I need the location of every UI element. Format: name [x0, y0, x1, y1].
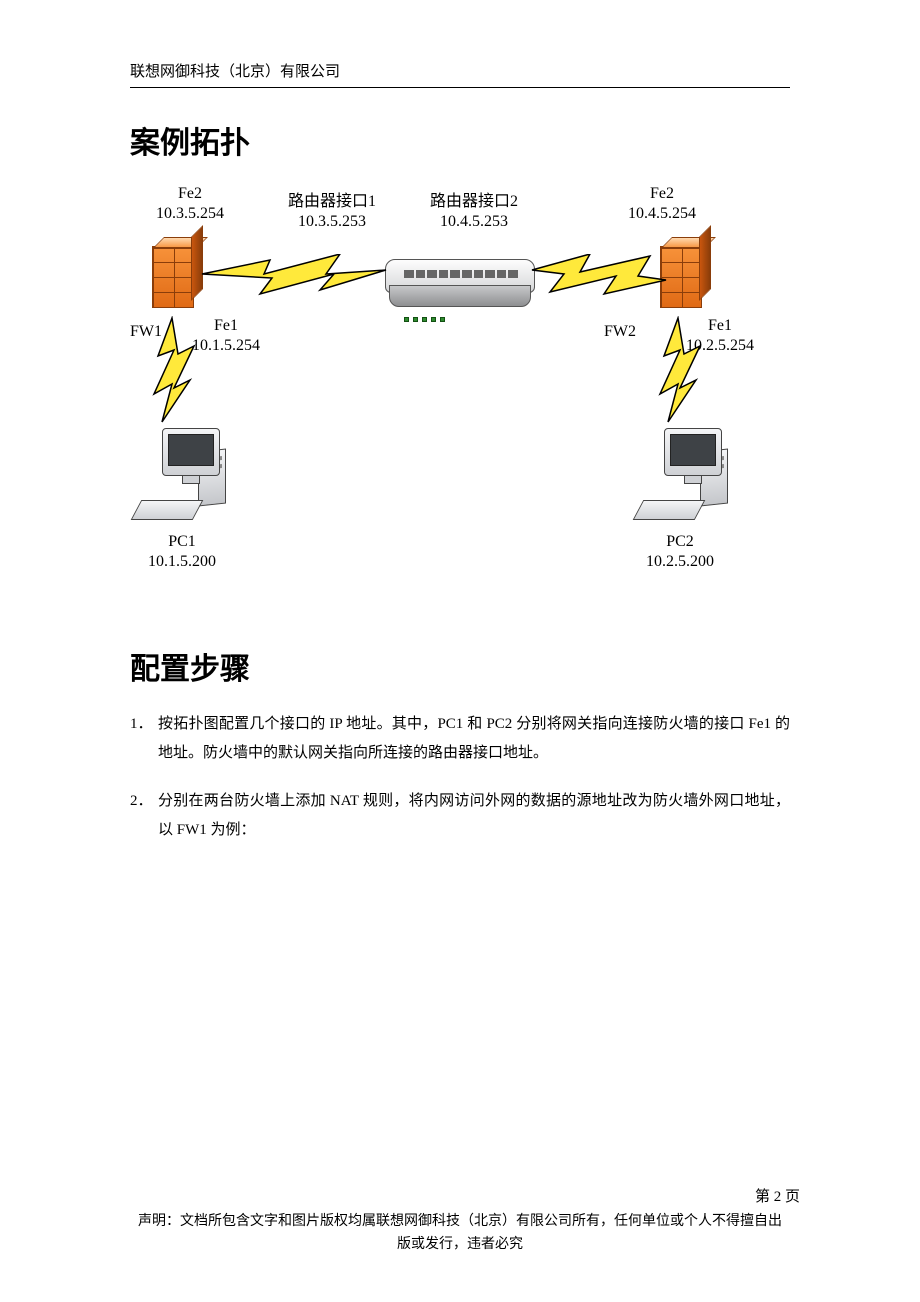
section-title-steps: 配置步骤: [130, 644, 790, 688]
disclaimer-line1: 声明：文档所包含文字和图片版权均属联想网御科技（北京）有限公司所有，任何单位或个…: [118, 1211, 802, 1233]
page-footer: 第 2 页 声明：文档所包含文字和图片版权均属联想网御科技（北京）有限公司所有，…: [0, 1185, 920, 1256]
step-1: 1． 按拓扑图配置几个接口的 IP 地址。其中，PC1 和 PC2 分别将网关指…: [130, 710, 790, 769]
step-num: 1．: [130, 710, 158, 769]
step-text: 分别在两台防火墙上添加 NAT 规则，将内网访问外网的数据的源地址改为防火墙外网…: [158, 787, 790, 846]
pc1-label: PC110.1.5.200: [148, 532, 216, 572]
disclaimer-line2: 版或发行，违者必究: [118, 1234, 802, 1256]
page-header: 联想网御科技（北京）有限公司: [130, 60, 790, 88]
pc2-icon: [638, 428, 738, 523]
pc1-icon: [136, 428, 236, 523]
steps-list: 1． 按拓扑图配置几个接口的 IP 地址。其中，PC1 和 PC2 分别将网关指…: [130, 710, 790, 845]
topology-diagram: Fe210.3.5.254 路由器接口110.3.5.253 路由器接口210.…: [130, 184, 790, 584]
bolt-fw1-router-icon: [200, 254, 390, 304]
section-title-topology: 案例拓扑: [130, 118, 790, 162]
page-number: 第 2 页: [118, 1185, 802, 1209]
router-icon: [385, 259, 535, 314]
fw1-fe2-label: Fe210.3.5.254: [156, 184, 224, 224]
step-num: 2．: [130, 787, 158, 846]
bolt-fw2-pc2-icon: [658, 316, 708, 426]
fw2-fe2-label: Fe210.4.5.254: [628, 184, 696, 224]
step-2: 2． 分别在两台防火墙上添加 NAT 规则，将内网访问外网的数据的源地址改为防火…: [130, 787, 790, 846]
pc2-label: PC210.2.5.200: [646, 532, 714, 572]
step-text: 按拓扑图配置几个接口的 IP 地址。其中，PC1 和 PC2 分别将网关指向连接…: [158, 710, 790, 769]
bolt-fw1-pc1-icon: [152, 316, 202, 426]
router-if2-label: 路由器接口210.4.5.253: [430, 192, 518, 232]
firewall-fw1-icon: [152, 246, 194, 316]
fw1-fe1-label: Fe110.1.5.254: [192, 316, 260, 356]
router-if1-label: 路由器接口110.3.5.253: [288, 192, 376, 232]
fw2-name: FW2: [604, 322, 636, 342]
bolt-router-fw2-icon: [530, 254, 670, 304]
